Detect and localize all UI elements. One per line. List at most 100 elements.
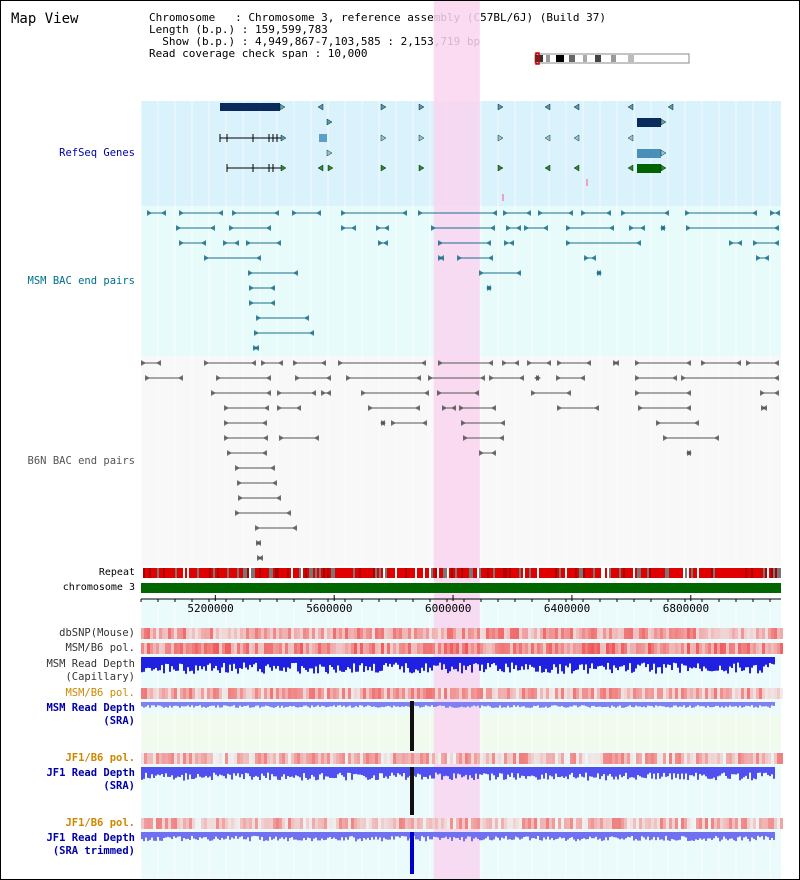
jf1-b6-pol-cell [297,753,300,764]
msm-b6-pol-cell [726,643,729,654]
jf1-b6-pol2-cell [216,818,219,829]
jf1-b6-pol-cell [705,753,708,764]
dbsnp-cell [555,628,558,639]
jf1-sra-depth-bar [329,767,331,778]
jf1-sra-depth-bar [557,767,559,777]
jf1-sra-depth-bar [499,767,501,774]
jf1-trim-depth-bar [171,832,173,840]
repeat-segment [751,568,753,578]
jf1-trim-depth-bar [673,832,675,840]
jf1-sra-depth-bar [243,767,245,780]
msm-b6-pol2-cell [273,688,276,699]
msm-b6-pol2-cell [621,688,624,699]
msm-sra-depth-bar [499,702,501,706]
dbsnp-cell [606,628,609,639]
dbsnp-cell [642,628,645,639]
jf1-b6-pol2-cell [669,818,672,829]
jf1-sra-depth-bar [447,767,449,777]
repeat-segment [349,568,351,578]
jf1-b6-pol-cell [273,753,276,764]
b6n-bac-end [326,390,331,396]
msm-capillary-depth-bar [443,657,445,665]
jf1-trim-depth-bar [375,832,377,837]
jf1-sra-depth-bar [567,767,569,780]
jf1-trim-depth-bar [423,832,425,838]
jf1-trim-depth-bar [533,832,535,839]
jf1-b6-pol2-cell [378,818,381,829]
jf1-b6-pol-cell [771,753,774,764]
msm-bac-end [179,240,184,246]
msm-capillary-depth-bar [527,657,529,670]
msm-sra-depth-bar [463,702,465,708]
jf1-b6-pol-cell [294,753,297,764]
msm-capillary-depth-bar [293,657,295,664]
jf1-b6-pol2-cell [366,818,369,829]
jf1-b6-pol2-cell [327,818,330,829]
msm-b6-pol2-cell [231,688,234,699]
msm-b6-pol-cell [732,643,735,654]
jf1-b6-pol2-cell [594,818,597,829]
jf1-trim-depth-bar [151,832,153,838]
jf1-b6-pol-cell [423,753,426,764]
msm-sra-depth-bar [535,702,537,707]
msm-b6-pol-cell [411,643,414,654]
jf1-sra-depth-bar [233,767,235,774]
msm-bac-end [591,255,596,261]
jf1-sra-depth-bar [591,767,593,777]
jf1-b6-pol2-cell [186,818,189,829]
jf1-b6-pol-cell [777,753,780,764]
msm-b6-pol2-cell [240,688,243,699]
repeat-segment [401,568,403,578]
b6n-bac-end [270,465,275,471]
jf1-trim-depth-bar [355,832,357,842]
msm-b6-pol-cell [384,643,387,654]
repeat-segment [347,568,349,578]
msm-b6-pol-cell [585,643,588,654]
b6n-bac-end [451,405,456,411]
jf1-sra-depth-bar [423,767,425,777]
msm-sra-depth-bar [239,702,241,706]
b6n-bac-end [368,405,373,411]
jf1-b6-pol-cell [747,753,750,764]
msm-b6-pol2-cell [372,688,375,699]
repeat-segment [581,568,583,578]
msm-capillary-depth-bar [509,657,511,673]
jf1-trim-depth-bar [523,832,525,838]
dbsnp-cell [303,628,306,639]
dbsnp-cell [768,628,771,639]
dbsnp-cell [459,628,462,639]
msm-capillary-depth-bar [175,657,177,671]
dbsnp-cell [471,628,474,639]
repeat-segment [325,568,327,578]
jf1-b6-pol2-cell [330,818,333,829]
msm-capillary-depth-bar [191,657,193,671]
msm-capillary-depth-bar [461,657,463,674]
jf1-b6-pol-cell [147,753,150,764]
jf1-trim-depth-bar [535,832,537,839]
jf1-sra-depth-bar [185,767,187,774]
jf1-sra-depth-bar [387,767,389,779]
msm-b6-pol-cell [339,643,342,654]
jf1-trim-depth-bar [475,832,477,838]
dbsnp-cell [519,628,522,639]
msm-capillary-depth-bar [685,657,687,666]
jf1-sra-depth-bar [523,767,525,777]
msm-bac-end [176,225,181,231]
msm-sra-depth-bar [763,702,765,707]
jf1-b6-pol-cell [696,753,699,764]
dbsnp-cell [444,628,447,639]
msm-b6-pol-cell [516,643,519,654]
repeat-segment [641,568,643,578]
msm-capillary-depth-bar [201,657,203,670]
msm-sra-depth-bar [305,702,307,706]
msm-b6-pol2-cell [354,688,357,699]
msm-capillary-depth-bar [585,657,587,665]
msm-sra-depth-bar [711,702,713,708]
jf1-trim-depth-bar [343,832,345,841]
msm-b6-pol-cell [219,643,222,654]
jf1-b6-pol2-cell [561,818,564,829]
msm-b6-pol2-cell [147,688,150,699]
dbsnp-cell [723,628,726,639]
repeat-segment [711,568,713,578]
